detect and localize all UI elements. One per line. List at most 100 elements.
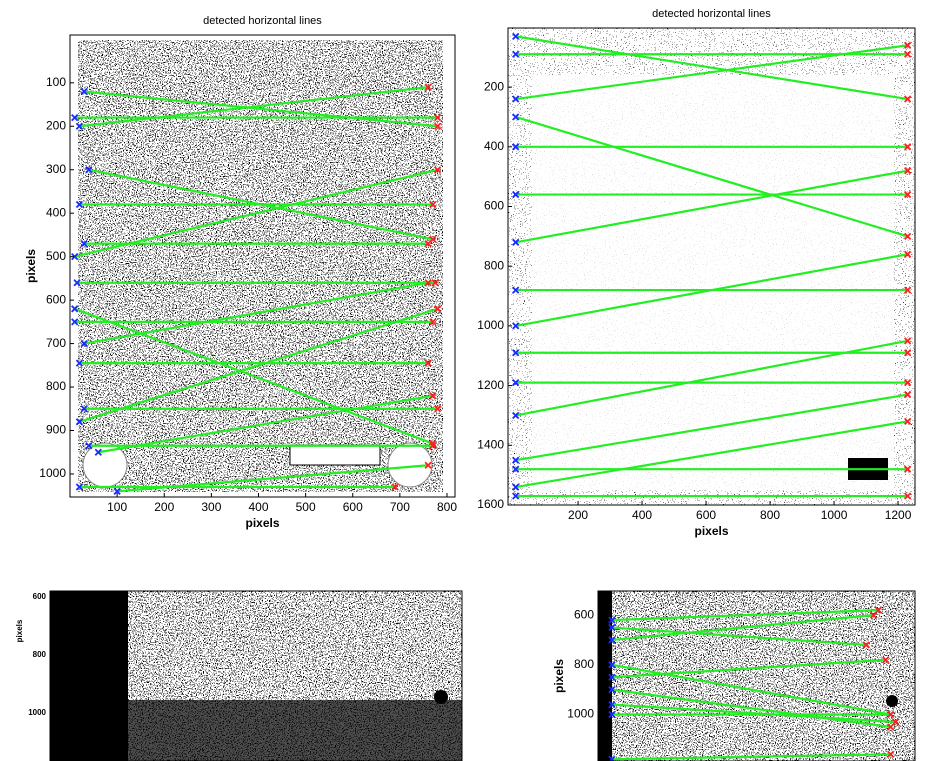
endpoint-marker [862,641,870,649]
endpoint-marker [904,286,912,294]
endpoint-marker [608,616,616,624]
y-tick-label: 1600 [477,497,504,511]
endpoint-marker [512,349,520,357]
endpoint-marker [429,442,437,450]
endpoint-marker [904,378,912,387]
endpoint-marker [608,623,616,632]
x-tick-label: 600 [343,500,363,514]
endpoint-marker [904,417,912,426]
axes-box [69,34,456,498]
endpoint-marker [433,305,442,313]
endpoint-marker [512,190,520,199]
endpoint-marker [608,686,616,694]
endpoint-marker [80,87,88,96]
x-tick-label: 800 [760,508,780,522]
plot-area [71,83,442,495]
y-axis-label: pixels [24,249,38,283]
endpoint-marker [424,461,432,469]
endpoint-marker [904,390,912,399]
endpoint-marker [71,113,79,122]
endpoint-marker [512,286,520,294]
document-image [50,28,915,761]
endpoint-marker [608,710,616,719]
plot-area [512,32,912,500]
endpoint-marker [904,337,912,345]
y-tick-label: 400 [484,139,504,153]
endpoint-marker [429,200,437,209]
endpoint-marker [71,253,79,261]
endpoint-marker [433,122,442,130]
endpoint-marker [424,239,432,248]
detected-line [611,703,896,724]
endpoint-marker [608,636,616,644]
endpoint-marker [904,95,912,103]
endpoint-marker [886,710,895,719]
y-tick-label: 400 [46,205,66,219]
x-tick-label: 400 [632,508,652,522]
y-tick-label: 1000 [477,318,504,332]
detected-line [515,339,908,417]
endpoint-marker [869,611,878,619]
detected-line [79,307,438,423]
detected-line [79,86,429,128]
endpoint-marker [424,279,432,287]
endpoint-marker [608,755,616,761]
endpoint-marker [904,167,912,175]
endpoint-marker [424,83,432,91]
endpoint-marker [608,661,616,669]
y-axis-label: pixels [552,659,566,693]
endpoint-marker [512,465,520,473]
endpoint-marker [512,492,520,500]
detected-line [515,393,908,462]
endpoint-marker [71,305,79,313]
endpoint-marker [85,442,93,450]
detected-line [611,609,879,622]
x-tick-label: 500 [296,500,316,514]
endpoint-marker [431,279,439,287]
endpoint-marker [75,200,84,209]
x-tick-label: 200 [568,508,588,522]
endpoint-marker [904,492,912,500]
y-tick-label: 1200 [477,378,504,392]
endpoint-marker [512,322,520,330]
y-tick-label: 100 [46,75,66,89]
endpoint-marker [429,392,437,400]
endpoint-marker [80,239,88,248]
x-tick-label: 600 [696,508,716,522]
x-tick-label: 100 [107,500,127,514]
y-tick-label: 800 [46,379,66,393]
y-tick-label: 700 [46,336,66,350]
endpoint-marker [113,487,121,495]
endpoint-marker [80,405,88,413]
y-tick-label: 600 [33,592,47,601]
y-tick-label: 800 [484,258,504,272]
endpoint-marker [75,122,84,130]
axes-box [49,590,463,761]
y-tick-label: 200 [46,118,66,132]
endpoint-marker [886,750,895,758]
endpoint-marker [512,32,520,40]
x-axis-label: pixels [245,516,279,530]
chart-title: detected horizontal lines [203,15,322,27]
y-tick-label: 800 [33,650,47,659]
endpoint-marker [904,190,912,199]
y-tick-label: 1000 [39,466,66,480]
x-tick-label: 700 [390,500,410,514]
x-tick-label: 200 [154,500,174,514]
y-tick-label: 1400 [477,437,504,451]
endpoint-marker [882,656,890,664]
y-tick-label: 600 [46,292,66,306]
endpoint-marker [904,50,912,58]
x-tick-label: 1000 [821,508,848,522]
detected-line [515,115,908,238]
detected-line [611,688,891,729]
endpoint-marker [71,318,79,326]
y-tick-label: 1000 [567,707,594,721]
endpoint-marker [75,483,84,491]
endpoint-marker [391,483,399,491]
endpoint-marker [904,41,912,49]
y-tick-label: 600 [484,199,504,213]
detected-line [515,420,908,489]
endpoint-marker [85,166,93,174]
endpoint-marker [75,418,84,426]
